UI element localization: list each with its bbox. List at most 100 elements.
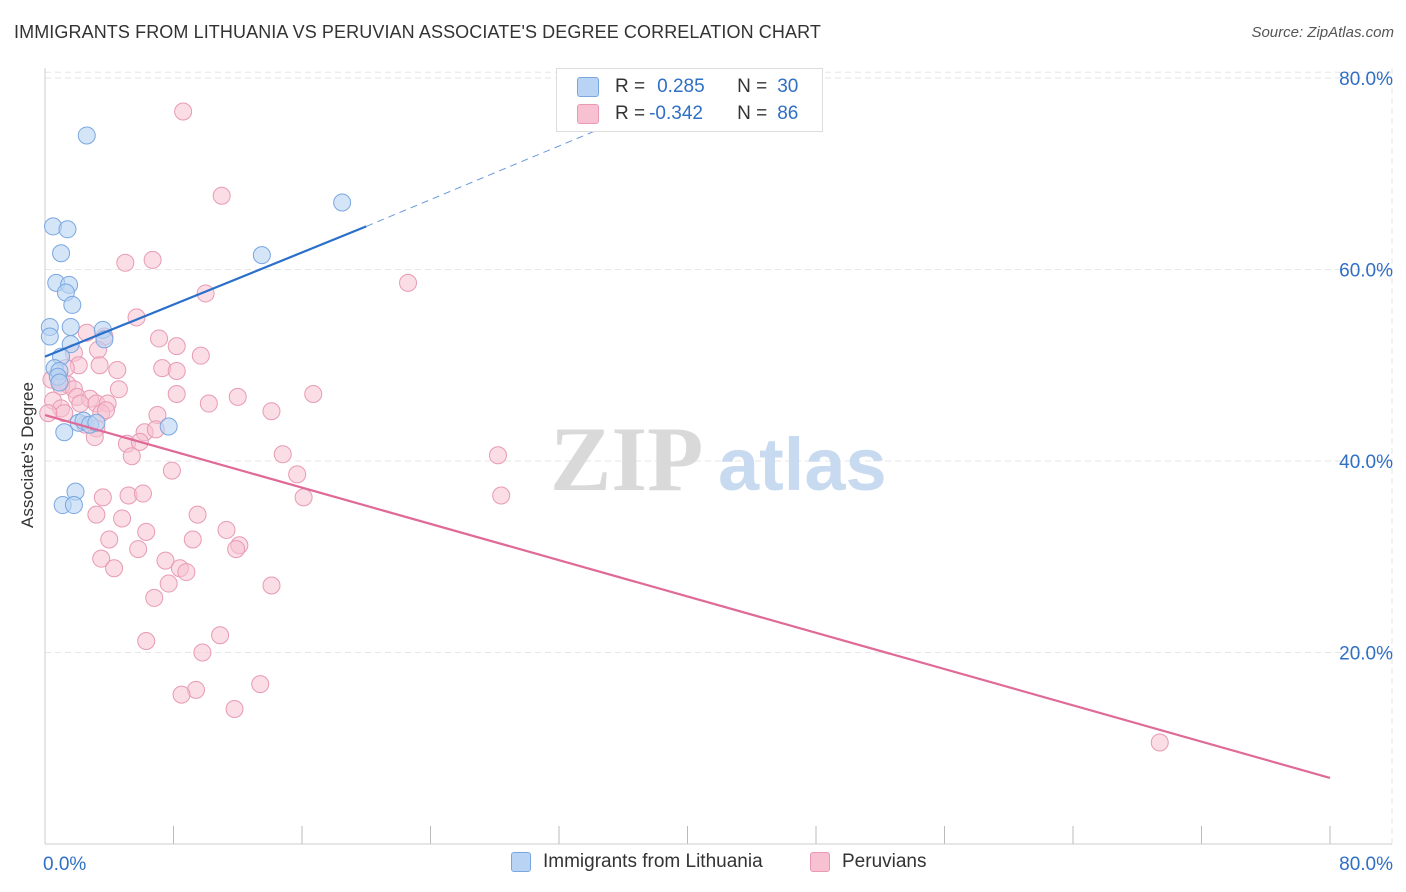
data-point-peruvians xyxy=(105,559,124,578)
data-point-peruvians xyxy=(1150,733,1169,752)
data-point-peruvians xyxy=(113,509,132,528)
data-point-peruvians xyxy=(177,563,196,582)
data-point-peruvians xyxy=(71,394,90,413)
data-point-peruvians xyxy=(304,384,323,403)
data-point-peruvians xyxy=(193,643,212,662)
data-point-peruvians xyxy=(87,505,106,524)
y-tick-label: 20.0% xyxy=(1339,644,1393,665)
data-point-peruvians xyxy=(211,626,230,645)
data-point-lithuania xyxy=(333,193,352,212)
data-point-peruvians xyxy=(129,540,148,559)
data-point-peruvians xyxy=(262,402,281,421)
x-tick-label: 0.0% xyxy=(43,854,86,875)
data-point-peruvians xyxy=(188,505,207,524)
x-axis-ticks xyxy=(44,826,1331,844)
data-point-peruvians xyxy=(191,346,210,365)
y-axis-tick-labels: 80.0% 60.0% 40.0% 20.0% xyxy=(1339,69,1393,665)
data-point-peruvians xyxy=(156,551,175,570)
chart-title: IMMIGRANTS FROM LITHUANIA VS PERUVIAN AS… xyxy=(14,22,821,42)
legend-swatch-blue xyxy=(577,77,599,97)
watermark-zip: ZIP xyxy=(550,408,703,510)
data-point-lithuania xyxy=(50,373,69,392)
data-point-peruvians xyxy=(93,488,112,507)
data-point-peruvians xyxy=(109,380,128,399)
data-point-peruvians xyxy=(150,329,169,348)
series-peruvians-points xyxy=(39,102,1169,752)
data-point-peruvians xyxy=(174,102,193,121)
data-point-lithuania xyxy=(77,126,96,145)
data-point-peruvians xyxy=(288,465,307,484)
legend-r-label: R = xyxy=(615,103,646,124)
data-point-peruvians xyxy=(294,488,313,507)
legend-swatch-pink xyxy=(810,852,830,872)
data-point-peruvians xyxy=(159,574,178,593)
watermark-atlas: atlas xyxy=(718,423,887,506)
trend-lines xyxy=(44,125,1331,779)
legend-swatch-blue xyxy=(511,852,531,872)
trend-line-lithuania xyxy=(44,225,367,358)
legend-row-peruvians: R = -0.342 N = 86 xyxy=(577,101,798,127)
data-point-peruvians xyxy=(273,445,292,464)
data-point-peruvians xyxy=(167,337,186,356)
data-point-peruvians xyxy=(492,486,511,505)
data-point-peruvians xyxy=(108,361,127,380)
legend-label-peruvians: Peruvians xyxy=(842,851,927,872)
legend-item-lithuania: Immigrants from Lithuania xyxy=(511,851,763,873)
data-point-peruvians xyxy=(225,699,244,718)
data-point-peruvians xyxy=(399,273,418,292)
data-point-peruvians xyxy=(217,520,236,539)
source-label: Source: ZipAtlas.com xyxy=(1251,24,1394,41)
legend-n-label: N = xyxy=(737,76,768,97)
data-point-lithuania xyxy=(63,295,82,314)
legend-item-peruvians: Peruvians xyxy=(810,851,927,873)
data-point-peruvians xyxy=(116,253,135,272)
legend-r-value: 0.285 xyxy=(657,76,705,97)
legend-label-lithuania: Immigrants from Lithuania xyxy=(543,851,763,872)
legend-n-value: 86 xyxy=(777,103,799,124)
y-tick-label: 80.0% xyxy=(1339,69,1393,90)
data-point-peruvians xyxy=(92,549,111,568)
legend-row-lithuania: R = 0.285 N = 30 xyxy=(577,74,798,100)
data-point-peruvians xyxy=(137,522,156,541)
data-point-peruvians xyxy=(227,540,246,559)
watermark: ZIP atlas xyxy=(550,408,887,510)
data-point-peruvians xyxy=(167,384,186,403)
data-point-peruvians xyxy=(39,404,58,423)
data-point-lithuania xyxy=(55,423,74,442)
data-point-peruvians xyxy=(262,576,281,595)
data-point-peruvians xyxy=(172,685,191,704)
legend-n-label: N = xyxy=(737,103,768,124)
x-tick-label: 80.0% xyxy=(1339,854,1393,875)
trend-line-lithuania-extension xyxy=(366,125,608,227)
data-point-lithuania xyxy=(40,327,59,346)
y-axis-label: Associate's Degree xyxy=(18,382,37,528)
data-point-peruvians xyxy=(212,186,231,205)
data-point-peruvians xyxy=(167,361,186,380)
data-point-lithuania xyxy=(58,220,77,239)
data-point-peruvians xyxy=(199,394,218,413)
trend-line-peruvians xyxy=(44,413,1331,779)
data-point-peruvians xyxy=(143,250,162,269)
y-tick-label: 60.0% xyxy=(1339,261,1393,282)
series-lithuania-points xyxy=(40,126,352,515)
data-point-peruvians xyxy=(137,632,156,651)
data-point-peruvians xyxy=(162,461,181,480)
data-point-peruvians xyxy=(97,401,116,420)
data-point-lithuania xyxy=(87,413,106,432)
y-tick-label: 40.0% xyxy=(1339,452,1393,473)
data-point-peruvians xyxy=(100,530,119,549)
legend-n-value: 30 xyxy=(777,76,799,97)
stats-legend: R = 0.285 N = 30 R = -0.342 N = 86 xyxy=(556,68,823,132)
data-point-peruvians xyxy=(183,530,202,549)
series-legend: Immigrants from Lithuania Peruvians xyxy=(0,851,1406,879)
data-point-peruvians xyxy=(122,447,141,466)
data-point-peruvians xyxy=(145,588,164,607)
legend-swatch-pink xyxy=(577,104,599,124)
data-point-lithuania xyxy=(64,496,83,515)
data-point-peruvians xyxy=(228,387,247,406)
data-point-peruvians xyxy=(133,484,152,503)
legend-r-label: R = xyxy=(615,76,646,97)
data-point-lithuania xyxy=(52,244,71,263)
data-point-lithuania xyxy=(252,246,271,265)
